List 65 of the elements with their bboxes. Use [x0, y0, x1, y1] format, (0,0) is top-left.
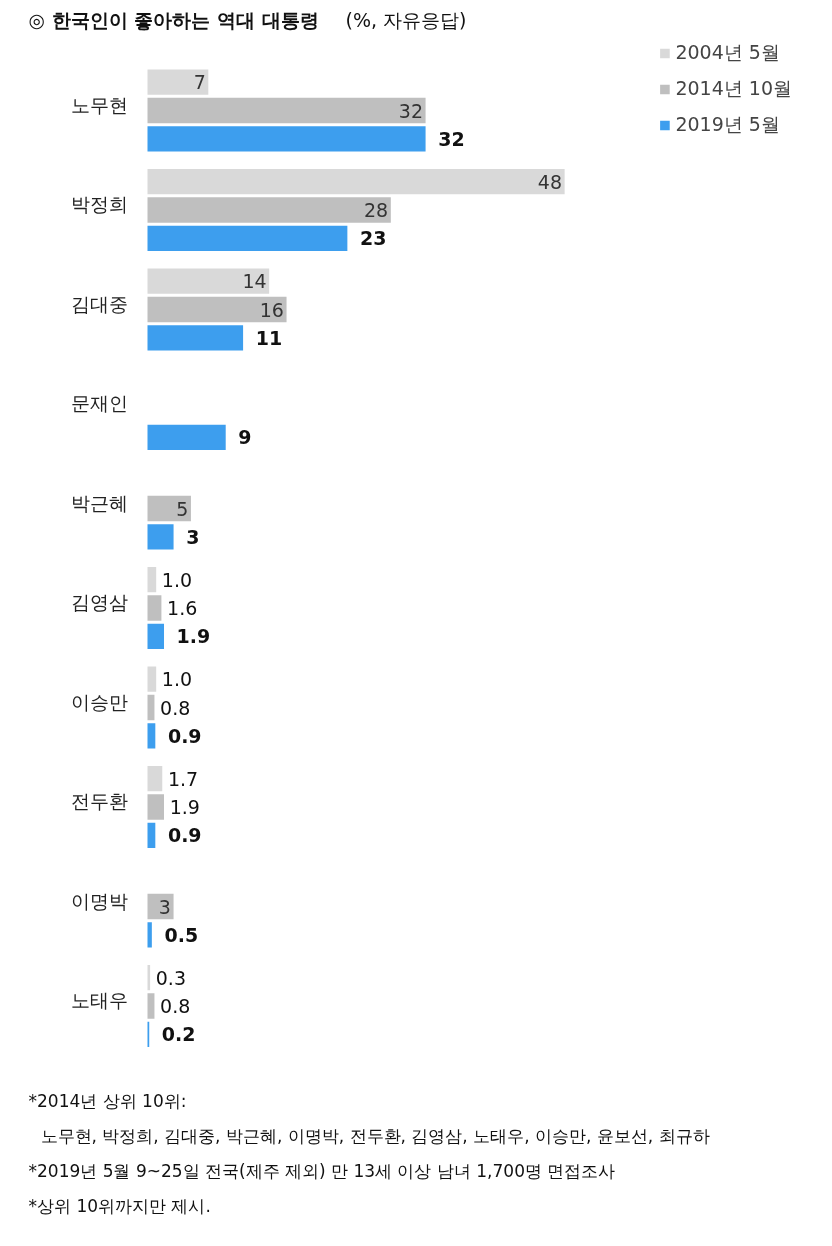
y-tick-label: 김대중	[70, 292, 128, 315]
data-label: 1.7	[167, 767, 199, 790]
data-label: 0.2	[161, 1023, 196, 1046]
data-label: 7	[193, 71, 206, 94]
bar	[147, 126, 426, 152]
data-label: 1.0	[161, 568, 193, 591]
data-label: 9	[238, 426, 252, 449]
data-label: 16	[259, 298, 284, 321]
data-label: 1.6	[167, 597, 198, 619]
bar	[147, 524, 174, 550]
bar	[147, 623, 165, 650]
bar	[147, 296, 287, 323]
legend-label: 2019년 5월	[675, 112, 780, 137]
data-label: 48	[537, 170, 563, 193]
data-label: 23	[359, 227, 387, 250]
data-label: 3	[186, 525, 200, 548]
data-label: 1.9	[176, 625, 211, 648]
text: 노무현, 박정희, 김대중, 박근혜, 이명박, 전두환, 김영삼, 노태우, 이승만, 윤보선, 최규하	[40, 1125, 710, 1146]
y-tick-label: 전두환	[70, 790, 128, 813]
data-label: 14	[242, 270, 267, 293]
bar	[147, 765, 163, 792]
data-label: 32	[438, 127, 465, 150]
bar	[147, 325, 244, 351]
bar	[147, 922, 152, 948]
data-label: 32	[398, 99, 423, 122]
bar	[147, 566, 157, 593]
bar	[147, 794, 165, 820]
text: *상위 10위까지만 제시.	[28, 1195, 211, 1216]
y-tick-label: 박근혜	[70, 491, 128, 514]
chart-subtitle: (%, 자유응답)	[345, 8, 467, 31]
text: *2019년 5월 9~25일 전국(제주 제외) 만 13세 이상 남녀 1,700명 면접조사	[28, 1160, 616, 1181]
data-label: 1.0	[161, 668, 193, 691]
bar	[147, 268, 270, 294]
data-label: 0.9	[167, 724, 202, 747]
bar	[147, 723, 156, 749]
y-tick-label: 이명박	[70, 889, 128, 912]
bar	[147, 495, 191, 522]
data-label: 0.3	[155, 966, 186, 989]
legend-label: 2014년 10월	[675, 76, 792, 101]
data-label: 0.8	[160, 995, 191, 1017]
bar	[147, 69, 209, 95]
data-label: 11	[255, 326, 283, 349]
bar	[147, 666, 157, 692]
data-label: 1.9	[169, 796, 200, 818]
data-label: 28	[364, 199, 389, 221]
y-tick-label: 이승만	[70, 690, 128, 713]
data-label: 5	[176, 497, 189, 520]
data-label: 0.5	[164, 923, 199, 946]
bar	[147, 424, 226, 451]
data-label: 0.8	[160, 696, 191, 719]
text: *2014년 상위 10위:	[28, 1090, 187, 1111]
data-label: 0.9	[167, 824, 202, 847]
y-tick-label: 노무현	[70, 93, 128, 116]
bar	[147, 197, 391, 223]
y-tick-label: 박정희	[70, 193, 128, 216]
bar	[147, 97, 426, 124]
y-tick-label: 노태우	[70, 989, 128, 1012]
legend-label: 2004년 5월	[675, 40, 780, 65]
bar	[147, 595, 162, 621]
bar	[147, 168, 565, 195]
bar	[147, 225, 348, 252]
chart-title: ◎ 한국인이 좋아하는 역대 대통령	[28, 8, 319, 31]
y-tick-label: 김영삼	[70, 591, 128, 614]
data-label: 3	[158, 895, 171, 918]
y-tick-label: 문재인	[70, 392, 128, 415]
